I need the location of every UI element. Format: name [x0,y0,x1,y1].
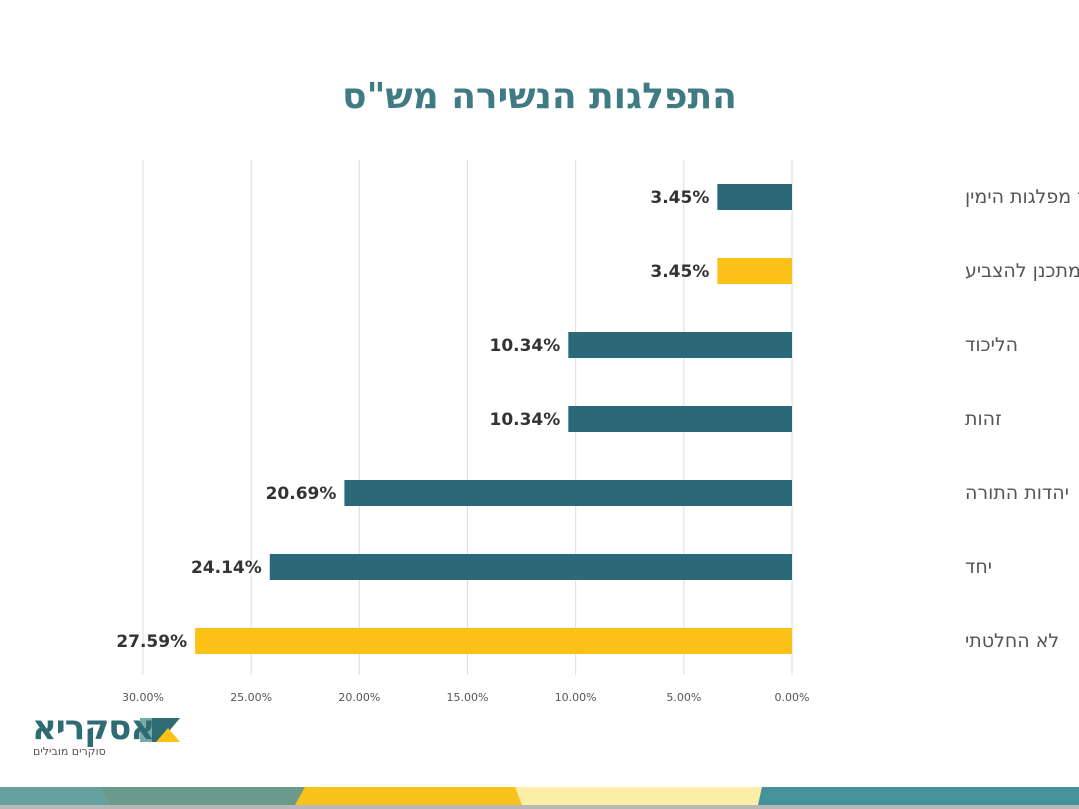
bar [195,628,792,654]
x-tick-label: 25.00% [230,691,272,704]
data-label: 24.14% [191,558,262,578]
bar [717,258,792,284]
data-label: 20.69% [266,484,337,504]
category-label: יחד [965,556,992,578]
logo-tagline: סוקרים מובילים [33,745,106,758]
chart-title: התפלגות הנשירה מש"ס [342,76,737,117]
logo-mark-icon [140,718,180,742]
x-tick-label: 5.00% [666,691,701,704]
data-label: 10.34% [489,336,560,356]
data-label: 3.45% [650,188,709,208]
category-label: לא מתכנן להצביע [965,260,1079,282]
data-label: 3.45% [650,262,709,282]
bar [568,332,792,358]
data-label: 27.59% [116,632,187,652]
bar-chart: 30.00% 25.00% 20.00% 15.00% 10.00% 5.00% 0.00%… [116,160,1079,704]
x-tick-label: 15.00% [447,691,489,704]
bar [717,184,792,210]
x-tick-label: 0.00% [775,691,810,704]
bar [269,554,792,580]
x-tick-label: 10.00% [555,691,597,704]
category-label: הליכוד [965,334,1018,356]
category-label: לא החלטתי [965,630,1059,652]
bar [344,480,792,506]
x-tick-label: 30.00% [122,691,164,704]
category-label: יהדות התורה [965,482,1069,504]
category-label: זהות [965,408,1002,430]
x-tick-label: 20.00% [338,691,380,704]
data-label: 10.34% [489,410,560,430]
footer-stripe [0,787,1079,809]
bar [568,406,792,432]
logo-name: אסקריא [32,708,155,748]
category-label: איחוד מפלגות הימין [965,186,1079,208]
